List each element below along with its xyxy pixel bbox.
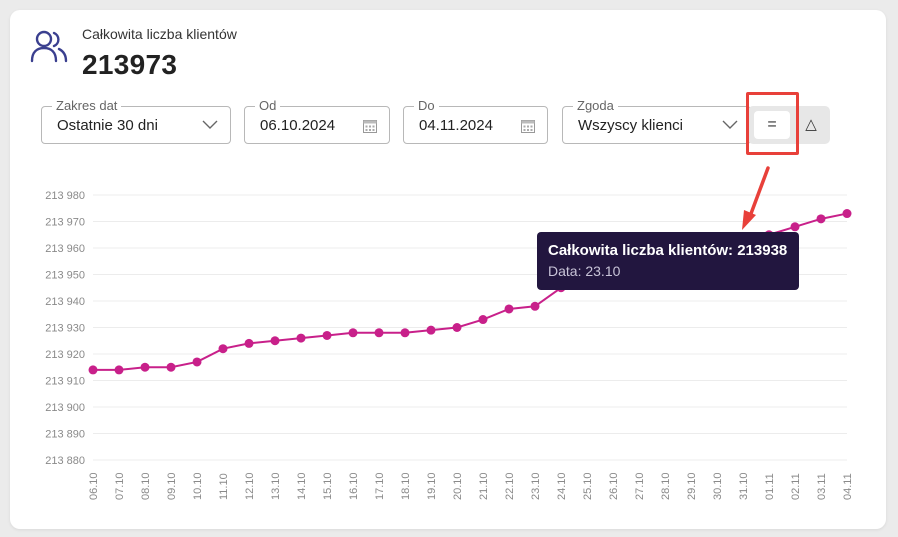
x-tick-label: 04.11 [842, 473, 854, 500]
calendar-icon[interactable] [521, 119, 535, 133]
consent-select[interactable]: Zgoda Wszyscy klienci [562, 98, 751, 144]
data-point[interactable] [790, 222, 800, 232]
absolute-mode-button[interactable]: = [754, 111, 790, 139]
date-from-label: Od [255, 98, 281, 114]
users-icon [30, 30, 68, 63]
x-tick-label: 02.11 [790, 473, 802, 500]
x-tick-label: 19.10 [426, 472, 438, 500]
data-point[interactable] [114, 365, 124, 375]
y-tick-label: 213 960 [45, 243, 85, 255]
data-point[interactable] [322, 330, 332, 340]
date-to-field[interactable]: Do 04.11.2024 [403, 98, 548, 144]
x-tick-label: 10.10 [192, 472, 204, 500]
x-tick-label: 30.10 [712, 472, 724, 500]
data-point[interactable] [88, 365, 98, 375]
date-to-value: 04.11.2024 [419, 117, 493, 134]
tooltip-value: Całkowita liczba klientów: 213938 [548, 242, 788, 259]
x-tick-label: 16.10 [348, 472, 360, 500]
x-tick-label: 09.10 [166, 472, 178, 500]
x-tick-label: 20.10 [452, 472, 464, 500]
data-point[interactable] [218, 344, 228, 354]
x-tick-label: 24.10 [556, 472, 568, 500]
data-point[interactable] [296, 333, 306, 343]
data-point[interactable] [816, 214, 826, 224]
x-tick-label: 25.10 [582, 472, 594, 500]
y-tick-label: 213 900 [45, 402, 85, 414]
x-tick-label: 12.10 [244, 472, 256, 500]
x-tick-label: 31.10 [738, 472, 750, 500]
x-tick-label: 11.10 [218, 473, 230, 500]
data-point[interactable] [166, 362, 176, 372]
card-title: Całkowita liczba klientów [82, 26, 237, 42]
date-range-label: Zakres dat [52, 98, 122, 114]
x-tick-label: 07.10 [114, 472, 126, 500]
data-point[interactable] [400, 328, 410, 338]
data-point[interactable] [244, 338, 254, 348]
y-tick-label: 213 980 [45, 190, 85, 202]
data-point[interactable] [452, 323, 462, 332]
x-tick-label: 13.10 [270, 472, 282, 500]
x-tick-label: 21.10 [478, 472, 490, 500]
x-tick-label: 29.10 [686, 472, 698, 500]
data-point[interactable] [270, 336, 280, 346]
x-tick-label: 17.10 [374, 472, 386, 500]
y-tick-label: 213 910 [45, 376, 85, 388]
x-tick-label: 06.10 [88, 472, 100, 500]
y-tick-label: 213 930 [45, 323, 85, 335]
x-tick-label: 26.10 [608, 472, 620, 500]
x-tick-label: 14.10 [296, 472, 308, 500]
x-tick-label: 01.11 [764, 473, 776, 500]
consent-value: Wszyscy klienci [578, 117, 684, 134]
data-point[interactable] [374, 328, 384, 338]
y-tick-label: 213 890 [45, 429, 85, 441]
mode-toggle-group: = △ [748, 106, 830, 144]
x-tick-label: 28.10 [660, 472, 672, 500]
x-tick-label: 15.10 [322, 472, 334, 500]
data-point[interactable] [530, 301, 540, 311]
date-from-value: 06.10.2024 [260, 117, 336, 134]
delta-mode-button[interactable]: △ [805, 116, 817, 133]
chevron-down-icon [202, 120, 218, 129]
x-tick-label: 18.10 [400, 472, 412, 500]
consent-label: Zgoda [573, 98, 618, 114]
x-tick-label: 08.10 [140, 472, 152, 500]
x-tick-label: 23.10 [530, 472, 542, 500]
y-tick-label: 213 880 [45, 455, 85, 467]
data-point[interactable] [842, 209, 852, 219]
y-tick-label: 213 940 [45, 296, 85, 308]
total-customers-value: 213973 [82, 49, 178, 80]
x-tick-label: 27.10 [634, 472, 646, 500]
tooltip-date: Data: 23.10 [548, 263, 621, 279]
highlight-box [746, 92, 799, 155]
data-point[interactable] [140, 362, 150, 372]
data-point[interactable] [504, 304, 514, 314]
calendar-icon[interactable] [363, 119, 377, 133]
data-point[interactable] [426, 325, 436, 335]
data-point[interactable] [192, 357, 202, 367]
y-tick-label: 213 920 [45, 349, 85, 361]
data-point[interactable] [478, 315, 488, 325]
date-to-label: Do [414, 98, 439, 114]
annotation-arrow [742, 166, 770, 230]
x-tick-label: 03.11 [816, 473, 828, 500]
y-tick-label: 213 950 [45, 270, 85, 282]
date-range-select[interactable]: Zakres dat Ostatnie 30 dni [41, 98, 231, 144]
y-tick-label: 213 970 [45, 217, 85, 229]
chevron-down-icon [722, 120, 738, 129]
date-from-field[interactable]: Od 06.10.2024 [244, 98, 390, 144]
x-tick-label: 22.10 [504, 472, 516, 500]
chart-tooltip: Całkowita liczba klientów: 213938 Data: … [537, 232, 799, 290]
date-range-value: Ostatnie 30 dni [57, 117, 158, 134]
data-point[interactable] [348, 328, 358, 338]
